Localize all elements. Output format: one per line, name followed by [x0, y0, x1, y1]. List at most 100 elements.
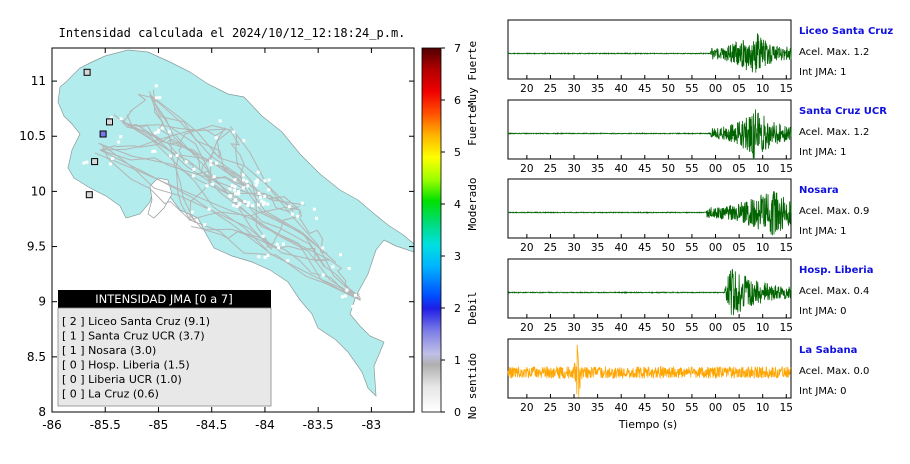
seismogram-panel: 20 25 30 35 40 45 50 55 00 05 10 15 Nosara Acel. Max.… [507, 178, 869, 254]
time-tick-label: 10 [756, 163, 769, 175]
legend-entry: [ 2 ] Liceo Santa Cruz (9.1) [62, 315, 210, 328]
colorbar-category-label: Moderado [466, 178, 479, 231]
station-box [85, 191, 93, 199]
station-boxes [83, 68, 113, 199]
map-frame [51, 47, 415, 413]
road [237, 178, 361, 301]
max-accel-label: Acel. Max. 1.2 [799, 127, 869, 138]
road [148, 91, 246, 186]
city-marker [184, 160, 188, 164]
city-marker [228, 194, 232, 198]
max-accel-label: Acel. Max. 0.9 [799, 206, 869, 217]
city-marker [191, 174, 195, 178]
city-marker [119, 135, 123, 139]
time-tick-label: 05 [732, 402, 745, 414]
seismogram-panel: 20 25 30 35 40 45 50 55 00 05 10 15 La Sabana Acel. M… [507, 338, 869, 414]
map-y-tick-label: 8 [38, 405, 46, 419]
city-marker [119, 117, 123, 121]
city-marker [242, 139, 246, 143]
time-tick-label: 40 [615, 402, 628, 414]
time-tick-label: 10 [756, 402, 769, 414]
city-marker [153, 131, 157, 135]
legend-entry: [ 0 ] La Cruz (0.6) [62, 388, 159, 401]
time-tick-label: 20 [520, 83, 533, 95]
city-marker [109, 116, 113, 120]
colorbar-category-label: Debil [466, 291, 479, 324]
time-tick-label: 25 [544, 242, 557, 254]
legend-entry: [ 1 ] Nosara (3.0) [62, 344, 156, 357]
city-marker [245, 179, 249, 183]
city-marker [233, 199, 237, 202]
city-marker [154, 84, 158, 88]
time-tick-label: 40 [615, 163, 628, 175]
time-tick-label: 35 [591, 83, 604, 95]
time-tick-label: 45 [638, 242, 651, 254]
road [229, 126, 361, 301]
time-tick-label: 00 [709, 322, 722, 334]
time-tick-label: 00 [709, 402, 722, 414]
city-marker [203, 223, 207, 226]
city-marker [351, 304, 355, 308]
road [149, 94, 337, 263]
city-marker [230, 184, 234, 188]
colorbar-gradient [421, 47, 442, 413]
colorbar-tick-label: 0 [454, 406, 461, 419]
colorbar-category-label: Muy Fuerte [466, 41, 479, 107]
waveform-trace [507, 109, 792, 160]
city-marker [341, 295, 344, 299]
city-marker [281, 242, 285, 246]
waveform-trace [507, 191, 792, 236]
colorbar-tick-label: 3 [454, 250, 461, 263]
road [169, 138, 195, 172]
road [167, 143, 191, 221]
time-tick-label: 30 [567, 322, 580, 334]
city-marker [315, 216, 318, 220]
time-tick-label: 20 [520, 242, 533, 254]
legend-header: INTENSIDAD JMA [0 a 7] [95, 292, 232, 306]
city-marker [205, 184, 209, 188]
time-tick-label: 50 [662, 322, 675, 334]
city-marker [218, 119, 222, 123]
city-marker [153, 149, 157, 153]
road [200, 129, 232, 175]
max-accel-label: Acel. Max. 1.2 [799, 47, 869, 58]
road [229, 129, 245, 191]
city-marker [212, 175, 216, 179]
legend-entry: [ 1 ] Santa Cruz UCR (3.7) [62, 330, 205, 343]
colorbar-tick-label: 6 [454, 94, 461, 107]
road [99, 133, 174, 151]
time-tick-label: 30 [567, 402, 580, 414]
city-marker [258, 195, 262, 199]
colorbar-tick-label: 7 [454, 42, 461, 55]
city-marker [300, 201, 304, 205]
city-marker [345, 288, 349, 292]
jma-intensity-label: Int JMA: 1 [799, 147, 847, 158]
max-accel-label: Acel. Max. 0.4 [799, 286, 869, 297]
time-tick-label: 50 [662, 402, 675, 414]
time-tick-label: 15 [780, 402, 793, 414]
time-tick-label: 45 [638, 163, 651, 175]
colorbar-category-label: Fuerte [466, 106, 479, 146]
legend-header-bg [58, 290, 271, 308]
city-marker [266, 202, 270, 206]
colorbar-tick-label: 2 [454, 302, 461, 315]
map-x-tick-label: -85 [149, 418, 169, 432]
time-tick-label: 05 [732, 83, 745, 95]
map-x-tick-label: -86 [42, 418, 62, 432]
city-marker [214, 136, 218, 140]
city-marker [211, 182, 215, 186]
city-marker [263, 195, 267, 198]
time-tick-label: 10 [756, 242, 769, 254]
time-tick-label: 30 [567, 242, 580, 254]
city-marker [167, 130, 171, 134]
city-marker [233, 185, 237, 189]
road [119, 119, 269, 252]
city-marker [343, 294, 347, 298]
city-marker [331, 265, 335, 269]
time-tick-label: 10 [756, 83, 769, 95]
map-y-tick-label: 9.5 [27, 240, 46, 254]
city-marker [228, 187, 232, 191]
road [126, 114, 231, 131]
station-box [83, 68, 91, 76]
time-tick-label: 55 [685, 83, 698, 95]
